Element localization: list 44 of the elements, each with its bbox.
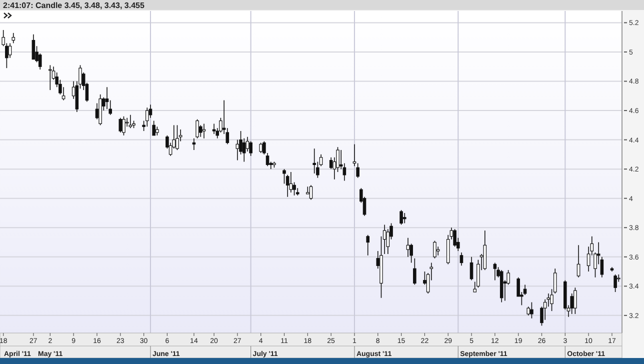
candlestick	[460, 252, 464, 266]
candlestick	[282, 168, 286, 184]
candlestick	[453, 228, 456, 248]
candlestick	[122, 116, 126, 136]
chart-title: 2:41:07: Candle 3.45, 3.48, 3.43, 3.455	[3, 1, 145, 10]
candlestick	[470, 256, 474, 281]
candlestick	[493, 262, 497, 281]
candlestick	[196, 118, 199, 139]
candlestick	[413, 258, 416, 286]
candlestick	[32, 34, 36, 60]
candlestick	[402, 212, 406, 224]
candlestick	[309, 184, 313, 200]
candlestick	[62, 86, 66, 101]
candlestick	[406, 237, 410, 258]
candlestick	[95, 102, 99, 120]
candlestick	[574, 287, 577, 314]
candlestick	[12, 32, 16, 44]
candlestick	[614, 274, 617, 292]
candlestick	[400, 210, 403, 226]
candlestick	[436, 246, 440, 256]
candlestick	[292, 182, 296, 196]
candlestick	[128, 114, 132, 128]
candlestick	[249, 140, 252, 156]
candlestick	[202, 123, 206, 139]
candlestick	[546, 293, 550, 308]
candlestick	[152, 120, 156, 136]
candlestick	[48, 64, 52, 90]
candlestick	[356, 162, 360, 178]
candlestick	[433, 240, 436, 259]
candlestick	[289, 172, 293, 193]
candlestick	[146, 107, 149, 128]
candlestick	[530, 302, 534, 319]
candlestick	[576, 244, 580, 278]
candlestick	[236, 139, 240, 161]
candlestick	[366, 234, 370, 256]
candlestick	[483, 230, 487, 270]
candlestick	[312, 148, 316, 174]
candlestick	[199, 124, 202, 138]
candlestick	[176, 124, 179, 150]
candlestick	[570, 293, 574, 314]
candlestick	[212, 123, 216, 134]
candlestick	[118, 117, 122, 133]
candlestick	[259, 142, 262, 154]
candlestick	[192, 138, 196, 150]
